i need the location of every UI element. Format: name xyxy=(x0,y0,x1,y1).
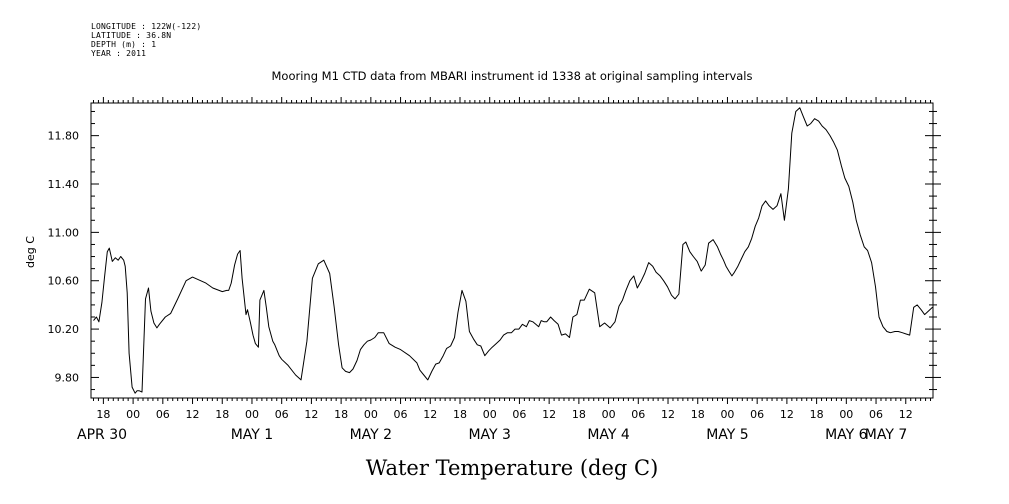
temperature-series-line xyxy=(93,107,933,394)
x-tick-label: 06 xyxy=(750,408,764,421)
x-tick-label: 00 xyxy=(602,408,616,421)
x-day-label: MAY 6 xyxy=(825,427,868,443)
x-tick-label: 12 xyxy=(186,408,200,421)
chart-title: Mooring M1 CTD data from MBARI instrumen… xyxy=(272,69,753,83)
y-tick-label: 11.00 xyxy=(48,226,80,239)
x-tick-label: 00 xyxy=(364,408,378,421)
y-tick-label: 10.60 xyxy=(48,275,80,288)
x-tick-label: 12 xyxy=(899,408,913,421)
depth-text: DEPTH (m) : 1 xyxy=(91,40,157,49)
x-tick-label: 18 xyxy=(453,408,467,421)
x-tick-label: 06 xyxy=(394,408,408,421)
x-day-label: MAY 7 xyxy=(865,427,907,443)
x-tick-label: 06 xyxy=(275,408,289,421)
x-tick-label: 12 xyxy=(661,408,675,421)
x-axis-title: Water Temperature (deg C) xyxy=(366,456,659,480)
x-day-label: MAY 1 xyxy=(231,427,273,443)
axes: 18 00 06 12 18 00 06 12 18 00 06 12 18 00 06 12 18 00 06 12… xyxy=(48,97,941,443)
x-tick-label: 00 xyxy=(245,408,259,421)
plot-frame xyxy=(90,102,934,399)
series-layer xyxy=(93,107,933,394)
x-tick-label: 12 xyxy=(304,408,318,421)
x-tick-label: 12 xyxy=(542,408,556,421)
x-tick-label: 06 xyxy=(156,408,170,421)
x-tick-label: 18 xyxy=(215,408,229,421)
x-tick-label: 00 xyxy=(126,408,140,421)
x-tick-label: 18 xyxy=(691,408,705,421)
x-tick-label: 18 xyxy=(96,408,110,421)
longitude-text: LONGITUDE : 122W(-122) xyxy=(91,22,202,31)
latitude-text: LATITUDE : 36.8N xyxy=(91,31,172,40)
x-tick-label: 00 xyxy=(483,408,497,421)
x-tick-label: 18 xyxy=(810,408,824,421)
x-tick-label: 06 xyxy=(512,408,526,421)
y-tick-label: 9.80 xyxy=(55,371,80,384)
x-tick-label: 18 xyxy=(334,408,348,421)
y-tick-label: 11.40 xyxy=(48,178,80,191)
metadata-block: LONGITUDE : 122W(-122) LATITUDE : 36.8N … xyxy=(91,22,201,58)
x-tick-label: 18 xyxy=(572,408,586,421)
x-tick-label: 12 xyxy=(780,408,794,421)
y-axis-label: deg C xyxy=(24,236,37,268)
year-text: YEAR : 2011 xyxy=(91,49,147,58)
x-tick-label: 12 xyxy=(423,408,437,421)
x-day-label: APR 30 xyxy=(77,427,127,443)
x-day-label: MAY 5 xyxy=(706,427,748,443)
x-day-label: MAY 2 xyxy=(350,427,392,443)
x-tick-label: 06 xyxy=(631,408,645,421)
x-tick-label: 06 xyxy=(869,408,883,421)
x-tick-label: 00 xyxy=(720,408,734,421)
y-tick-label: 10.20 xyxy=(48,323,80,336)
x-tick-label: 00 xyxy=(839,408,853,421)
x-day-label: MAY 3 xyxy=(468,427,510,443)
x-day-label: MAY 4 xyxy=(587,427,630,443)
y-tick-label: 11.80 xyxy=(48,130,80,143)
